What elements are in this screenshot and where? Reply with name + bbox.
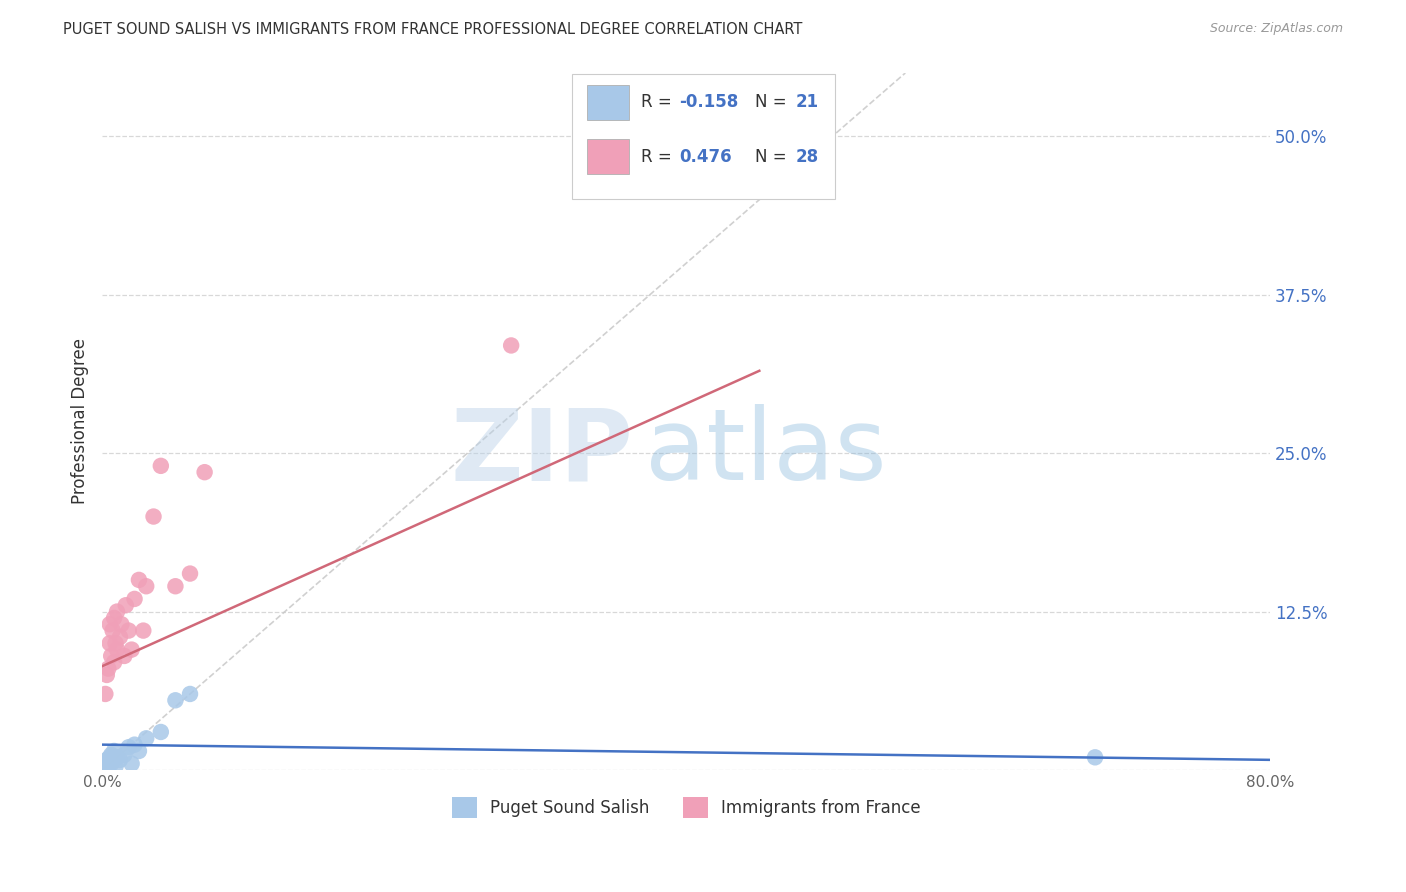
Point xyxy=(101,624,124,638)
Text: 0.476: 0.476 xyxy=(679,147,733,166)
Point xyxy=(94,687,117,701)
Legend: Puget Sound Salish, Immigrants from France: Puget Sound Salish, Immigrants from Fran… xyxy=(446,790,928,824)
Point xyxy=(124,738,146,752)
Point xyxy=(103,744,125,758)
Text: PUGET SOUND SALISH VS IMMIGRANTS FROM FRANCE PROFESSIONAL DEGREE CORRELATION CHA: PUGET SOUND SALISH VS IMMIGRANTS FROM FR… xyxy=(63,22,803,37)
Point xyxy=(132,624,155,638)
Text: Source: ZipAtlas.com: Source: ZipAtlas.com xyxy=(1209,22,1343,36)
Point xyxy=(104,759,127,773)
Point xyxy=(194,465,217,479)
Point xyxy=(142,509,165,524)
FancyBboxPatch shape xyxy=(588,85,628,120)
Point xyxy=(118,740,141,755)
Point xyxy=(114,599,136,613)
Point xyxy=(103,655,125,669)
Point xyxy=(105,605,128,619)
Point xyxy=(110,617,132,632)
Point xyxy=(100,756,122,771)
Text: R =: R = xyxy=(641,147,676,166)
Point xyxy=(165,693,187,707)
FancyBboxPatch shape xyxy=(572,74,835,199)
Point xyxy=(121,756,143,771)
Point xyxy=(135,579,157,593)
Point xyxy=(1084,750,1107,764)
Point xyxy=(104,636,127,650)
Text: N =: N = xyxy=(755,147,792,166)
Text: -0.158: -0.158 xyxy=(679,94,738,112)
Point xyxy=(124,591,146,606)
Point xyxy=(121,642,143,657)
Point xyxy=(165,579,187,593)
Point xyxy=(100,747,122,762)
Point xyxy=(149,725,172,739)
Point xyxy=(105,642,128,657)
Point xyxy=(112,747,135,762)
Point xyxy=(108,630,131,644)
Point xyxy=(98,636,121,650)
Point xyxy=(97,662,120,676)
Point xyxy=(108,753,131,767)
FancyBboxPatch shape xyxy=(588,139,628,174)
Text: 21: 21 xyxy=(796,94,820,112)
Point xyxy=(135,731,157,746)
Point xyxy=(501,338,523,352)
Point xyxy=(94,756,117,771)
Point xyxy=(112,648,135,663)
Point xyxy=(128,744,150,758)
Point xyxy=(101,753,124,767)
Point xyxy=(179,687,201,701)
Text: 28: 28 xyxy=(796,147,820,166)
Y-axis label: Professional Degree: Professional Degree xyxy=(72,338,89,505)
Text: N =: N = xyxy=(755,94,792,112)
Point xyxy=(105,750,128,764)
Point xyxy=(97,759,120,773)
Point xyxy=(103,611,125,625)
Point xyxy=(128,573,150,587)
Text: R =: R = xyxy=(641,94,676,112)
Point xyxy=(98,617,121,632)
Point xyxy=(179,566,201,581)
Text: atlas: atlas xyxy=(645,404,887,501)
Point xyxy=(96,753,118,767)
Point xyxy=(100,648,122,663)
Text: ZIP: ZIP xyxy=(451,404,634,501)
Point xyxy=(98,750,121,764)
Point xyxy=(96,668,118,682)
Point xyxy=(118,624,141,638)
Point xyxy=(149,458,172,473)
